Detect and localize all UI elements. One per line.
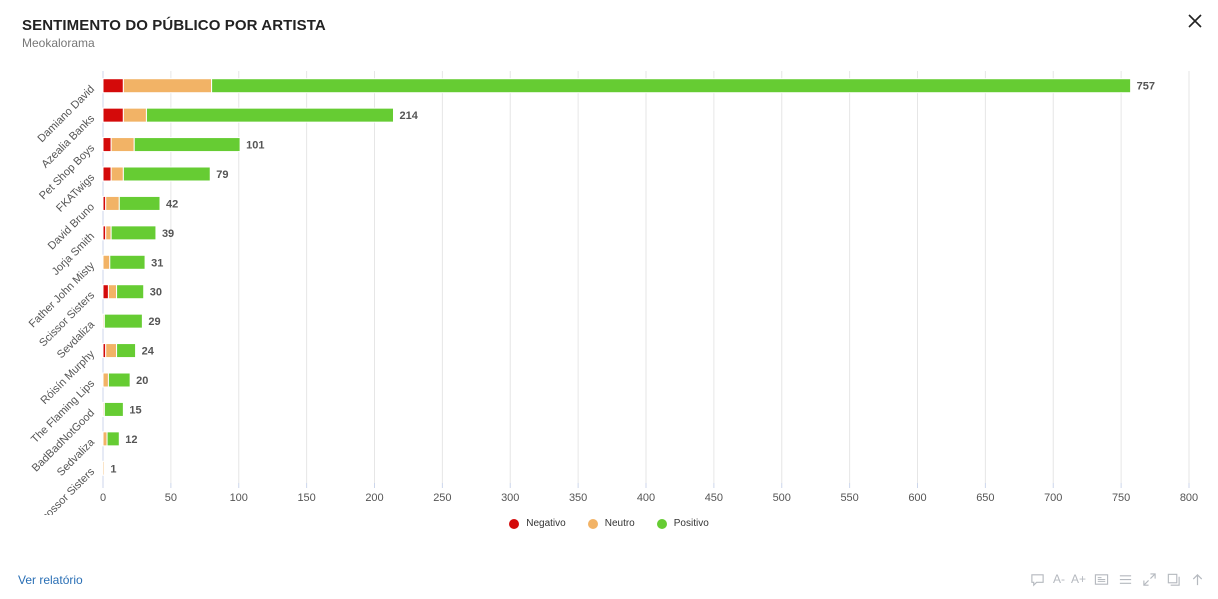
bar-total-label: 214 xyxy=(400,110,419,122)
chart-toolbar: A- A+ xyxy=(1029,571,1206,587)
chart-title: SENTIMENTO DO PÚBLICO POR ARTISTA xyxy=(22,17,326,34)
bar-positivo xyxy=(103,313,143,329)
x-tick-label: 150 xyxy=(297,492,315,504)
legend-item-negativo[interactable]: Negativo xyxy=(509,518,566,529)
legend-marker xyxy=(509,518,520,529)
bar-total-label: 12 xyxy=(125,434,137,446)
comment-icon[interactable] xyxy=(1029,571,1047,587)
x-tick-label: 550 xyxy=(840,492,858,504)
x-tick-label: 250 xyxy=(433,492,451,504)
bar-total-label: 42 xyxy=(166,198,178,210)
x-tick-label: 450 xyxy=(705,492,723,504)
bar-neutro xyxy=(122,78,213,94)
chart-legend: Negativo Neutro Positivo xyxy=(0,518,1218,529)
font-increase-button[interactable]: A+ xyxy=(1070,572,1086,586)
x-tick-label: 750 xyxy=(1112,492,1130,504)
bar-neutro xyxy=(105,343,118,359)
font-decrease-button[interactable]: A- xyxy=(1052,572,1065,586)
bar-neutro xyxy=(102,460,105,476)
bar-total-label: 15 xyxy=(129,404,141,416)
x-tick-label: 350 xyxy=(569,492,587,504)
legend-marker xyxy=(656,518,667,529)
bar-total-label: 24 xyxy=(142,346,155,358)
x-tick-label: 700 xyxy=(1044,492,1062,504)
bar-total-label: 31 xyxy=(151,257,163,269)
close-icon[interactable] xyxy=(1186,12,1204,30)
x-tick-label: 100 xyxy=(230,492,248,504)
bar-negativo xyxy=(102,284,109,300)
bar-positivo xyxy=(133,137,241,153)
bar-neutro xyxy=(105,225,112,241)
scroll-top-icon[interactable] xyxy=(1188,571,1206,587)
bar-positivo xyxy=(103,401,124,417)
bar-neutro xyxy=(122,107,147,123)
legend-label: Negativo xyxy=(526,518,566,529)
bar-neutro xyxy=(102,431,108,447)
bar-total-label: 1 xyxy=(110,463,116,475)
x-tick-label: 300 xyxy=(501,492,519,504)
legend-label: Positivo xyxy=(673,518,709,529)
bar-positivo xyxy=(116,343,137,359)
x-tick-label: 600 xyxy=(908,492,926,504)
list-icon[interactable] xyxy=(1116,571,1134,587)
x-tick-label: 0 xyxy=(100,492,106,504)
bar-total-label: 757 xyxy=(1137,81,1155,93)
x-tick-label: 800 xyxy=(1180,492,1198,504)
bar-positivo xyxy=(145,107,395,123)
x-tick-label: 650 xyxy=(976,492,994,504)
bar-positivo xyxy=(109,254,146,270)
legend-marker xyxy=(587,518,598,529)
x-tick-label: 200 xyxy=(365,492,383,504)
view-report-link[interactable]: Ver relatório xyxy=(18,573,83,587)
bar-positivo xyxy=(211,78,1132,94)
bar-negativo xyxy=(102,78,124,94)
bar-total-label: 20 xyxy=(136,375,148,387)
bar-positivo xyxy=(110,225,157,241)
bar-neutro xyxy=(102,372,109,388)
bar-negativo xyxy=(102,137,112,153)
bar-negativo xyxy=(102,166,112,182)
bar-total-label: 30 xyxy=(150,287,162,299)
data-card-icon[interactable] xyxy=(1092,571,1110,587)
bar-positivo xyxy=(107,372,131,388)
bar-positivo xyxy=(118,195,161,211)
bar-neutro xyxy=(107,284,118,300)
bar-total-label: 29 xyxy=(148,316,160,328)
bar-neutro xyxy=(105,195,120,211)
bar-positivo xyxy=(116,284,145,300)
bar-positivo xyxy=(122,166,211,182)
bar-total-label: 39 xyxy=(162,228,174,240)
bar-neutro xyxy=(110,166,124,182)
expand-icon[interactable] xyxy=(1140,571,1158,587)
bar-chart: 0 50 100 150 200 250 300 350 400 450 500 550 600 650 7… xyxy=(27,71,1198,515)
x-tick-label: 400 xyxy=(637,492,655,504)
bar-negativo xyxy=(102,107,124,123)
bar-total-label: 79 xyxy=(216,169,228,181)
legend-item-positivo[interactable]: Positivo xyxy=(656,518,709,529)
bar-neutro xyxy=(102,254,111,270)
bar-total-label: 101 xyxy=(246,140,264,152)
bar-positivo xyxy=(106,431,120,447)
chart-subtitle: Meokalorama xyxy=(22,36,95,50)
x-tick-label: 50 xyxy=(165,492,177,504)
copy-icon[interactable] xyxy=(1164,571,1182,587)
x-tick-label: 500 xyxy=(773,492,791,504)
bar-neutro xyxy=(110,137,135,153)
legend-label: Neutro xyxy=(604,518,635,529)
legend-item-neutro[interactable]: Neutro xyxy=(587,518,635,529)
